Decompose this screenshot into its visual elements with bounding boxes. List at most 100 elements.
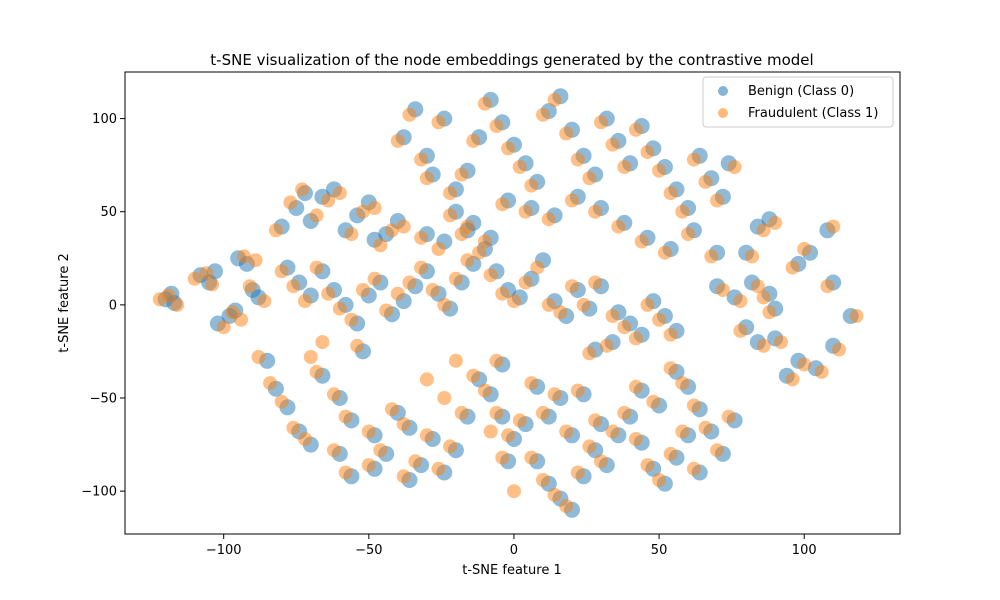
fraudulent-point [634, 234, 649, 249]
fraudulent-point [820, 279, 835, 294]
fraudulent-point [774, 335, 788, 350]
fraudulent-point [663, 327, 678, 342]
fraudulent-point [460, 219, 475, 234]
fraudulent-point [472, 245, 487, 260]
fraudulent-point [356, 283, 370, 297]
fraudulent-point [582, 171, 597, 186]
fraudulent-point [344, 312, 359, 327]
fraudulent-point [234, 312, 249, 327]
fraudulent-point [315, 335, 330, 350]
x-axis: −100 −50 0 50 100 [206, 534, 817, 558]
fraudulent-point [657, 245, 672, 260]
fraudulent-point [295, 182, 310, 197]
fraudulent-point [483, 268, 498, 283]
chart-title: t-SNE visualization of the node embeddin… [210, 51, 813, 69]
fraudulent-point [524, 376, 539, 391]
fraudulent-point [570, 465, 585, 480]
fraudulent-point [756, 338, 771, 353]
x-tick-label: 50 [651, 543, 668, 558]
fraudulent-point [565, 193, 579, 208]
fraudulent-point [489, 353, 504, 368]
fraudulent-point [419, 428, 434, 443]
fraudulent-point [507, 294, 521, 309]
fraudulent-point [628, 432, 643, 446]
fraudulent-point [640, 145, 655, 160]
y-axis-label: t-SNE feature 2 [57, 253, 72, 352]
fraudulent-point [286, 420, 301, 435]
x-tick-label: 100 [792, 543, 817, 558]
fraudulent-point [588, 275, 603, 290]
y-axis: −100 −50 0 50 100 [81, 112, 125, 500]
fraudulent-point [303, 350, 318, 364]
fraudulent-point [477, 234, 492, 249]
fraudulent-point [541, 212, 556, 227]
fraudulent-point [199, 266, 214, 281]
fraudulent-point [396, 469, 411, 484]
x-tick-label: −50 [355, 543, 382, 558]
fraudulent-point [161, 288, 176, 303]
fraudulent-point [431, 115, 446, 130]
fraudulent-point [832, 342, 846, 357]
fraudulent-point [849, 309, 864, 323]
legend-box [702, 76, 894, 128]
legend-marker-fraudulent [718, 108, 728, 118]
fraudulent-point [419, 171, 434, 186]
fraudulent-point [605, 424, 620, 439]
x-tick-label: −100 [206, 543, 242, 558]
fraudulent-point [338, 465, 353, 480]
fraudulent-point [686, 398, 701, 413]
fraudulent-point [663, 186, 678, 201]
fraudulent-point [414, 260, 429, 275]
fraudulent-point [756, 223, 771, 238]
fraudulent-point [721, 409, 736, 424]
fraudulent-point [559, 126, 574, 141]
fraudulent-point [553, 305, 568, 320]
fraudulent-point [419, 372, 434, 387]
fraudulent-point [507, 484, 521, 499]
fraudulent-point [698, 420, 713, 435]
fraudulent-point [402, 275, 417, 290]
points-layer [152, 88, 864, 518]
fraudulent-point [390, 133, 405, 148]
plot-area [124, 71, 901, 535]
fraudulent-point [785, 260, 800, 275]
fraudulent-point [251, 350, 266, 364]
fraudulent-point [379, 303, 394, 318]
fraudulent-point [594, 454, 608, 469]
fraudulent-point [599, 338, 614, 353]
fraudulent-point [715, 283, 730, 297]
fraudulent-point [344, 227, 359, 242]
fraudulent-point [814, 364, 829, 379]
fraudulent-point [216, 320, 231, 335]
fraudulent-point [361, 424, 376, 439]
fraudulent-point [332, 186, 347, 201]
fraudulent-point [396, 417, 411, 432]
fraudulent-point [710, 193, 725, 208]
fraudulent-point [536, 473, 550, 487]
fraudulent-point [448, 353, 463, 368]
fraudulent-point [248, 253, 263, 268]
fraudulent-point [797, 242, 812, 256]
fraudulent-point [605, 137, 620, 152]
fraudulent-point [274, 394, 289, 409]
fraudulent-point [663, 446, 678, 461]
fraudulent-point [524, 178, 539, 193]
fraudulent-point [628, 379, 643, 394]
fraudulent-point [826, 219, 841, 234]
fraudulent-point [443, 439, 458, 454]
fraudulent-point [286, 279, 301, 294]
fraudulent-point [536, 405, 550, 420]
fraudulent-point [663, 361, 678, 376]
fraudulent-point [547, 387, 562, 402]
fraudulent-point [298, 294, 312, 309]
fraudulent-point [431, 242, 446, 256]
y-tick-label: 100 [92, 112, 117, 127]
fraudulent-point [628, 122, 643, 137]
fraudulent-point [495, 286, 510, 301]
fraudulent-point [466, 368, 481, 383]
fraudulent-point [733, 323, 748, 338]
y-tick-label: 50 [100, 205, 117, 220]
fraudulent-point [541, 297, 556, 312]
y-tick-label: −50 [90, 392, 117, 407]
fraudulent-point [756, 290, 771, 305]
